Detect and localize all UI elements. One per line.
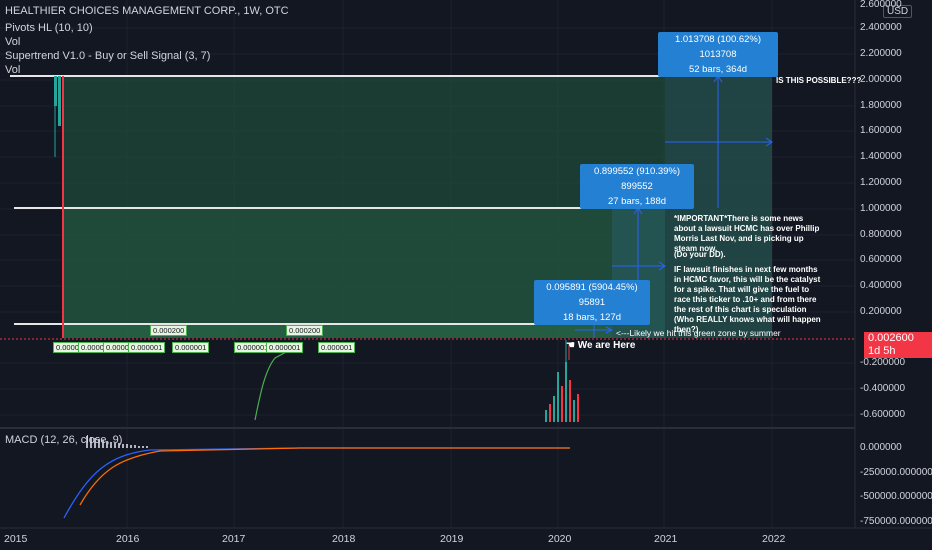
indicator-supertrend[interactable]: Supertrend V1.0 - Buy or Sell Signal (3,… xyxy=(5,50,211,62)
indicator-vol[interactable]: Vol xyxy=(5,36,21,48)
currency-button[interactable]: USD xyxy=(883,5,913,18)
time-axis-label: 2022 xyxy=(762,533,786,545)
macd-histogram xyxy=(86,436,148,448)
pivot-low-label: 0.000001 xyxy=(172,342,210,353)
measure-top-change: 1.013708 (100.62%) 1013708 xyxy=(674,34,762,60)
price-axis-label: 0.400000 xyxy=(860,280,902,291)
price-axis-label: 0.200000 xyxy=(860,306,902,317)
time-axis-label: 2015 xyxy=(4,533,28,545)
price-axis-label: 1.400000 xyxy=(860,151,902,162)
dd-note[interactable]: (Do your DD). xyxy=(674,250,726,259)
macd-axis-label: -750000.000000 xyxy=(860,516,932,527)
we-are-here-label: We are Here xyxy=(577,340,636,351)
price-axis-label: 2.400000 xyxy=(860,22,902,33)
price-axis-label: 2.000000 xyxy=(860,74,902,85)
candle xyxy=(58,76,61,126)
measure-box-mid[interactable]: 0.899552 (910.39%) 899552 27 bars, 188d xyxy=(580,164,694,209)
time-axis-label: 2018 xyxy=(332,533,356,545)
green-zone-note[interactable]: <---Likely we hit this green zone by sum… xyxy=(616,328,781,338)
indicator-pivots[interactable]: Pivots HL (10, 10) xyxy=(5,22,93,34)
last-price-tag: 0.002600 1d 5h xyxy=(864,332,932,358)
pivot-low-label: 0.000001 xyxy=(128,342,166,353)
supertrend-line xyxy=(254,349,291,421)
pivot-low-label: 0.000001 xyxy=(318,342,356,353)
pivot-high-label: 0.000200 xyxy=(286,325,324,336)
signal-line xyxy=(79,447,570,506)
measure-low-bars: 18 bars, 127d xyxy=(562,312,622,323)
last-price: 0.002600 xyxy=(868,332,914,344)
measure-box-low[interactable]: 0.095891 (5904.45%) 95891 18 bars, 127d xyxy=(534,280,650,325)
bar-countdown: 1d 5h xyxy=(868,345,896,357)
price-axis-label: 1.600000 xyxy=(860,125,902,136)
price-axis-label: -0.200000 xyxy=(860,357,906,368)
price-axis-label: 1.800000 xyxy=(860,100,902,111)
time-axis-label: 2020 xyxy=(548,533,572,545)
measure-box-top[interactable]: 1.013708 (100.62%) 1013708 52 bars, 364d xyxy=(658,32,778,77)
pivot-high-label: 0.000200 xyxy=(150,325,188,336)
price-axis-label: 2.200000 xyxy=(860,48,902,59)
macd-axis-label: -250000.000000 xyxy=(860,467,932,478)
price-axis-label: 0.800000 xyxy=(860,229,902,240)
price-axis-label: -0.600000 xyxy=(860,409,906,420)
lawsuit-note[interactable]: IF lawsuit finishes in next few months i… xyxy=(674,265,821,334)
time-axis-label: 2017 xyxy=(222,533,246,545)
measure-mid-bars: 27 bars, 188d xyxy=(607,196,667,207)
recent-candles xyxy=(545,340,579,422)
candle-crash xyxy=(62,76,64,338)
price-axis-label: 1.200000 xyxy=(860,177,902,188)
indicator-vol-2[interactable]: Vol xyxy=(5,64,21,76)
time-axis-label: 2019 xyxy=(440,533,464,545)
possible-note[interactable]: IS THIS POSSIBLE??? xyxy=(776,76,862,85)
measure-top-bars: 52 bars, 364d xyxy=(688,64,748,75)
time-axis-label: 2021 xyxy=(654,533,678,545)
target-zone-small xyxy=(62,324,612,338)
price-axis-label: -0.400000 xyxy=(860,383,906,394)
measure-low-change: 0.095891 (5904.45%) 95891 xyxy=(546,282,638,308)
pivot-low-label: 0.000001 xyxy=(266,342,304,353)
macd-legend[interactable]: MACD (12, 26, close, 9) xyxy=(5,434,123,446)
macd-axis-label: 0.000000 xyxy=(860,442,902,453)
pointer-icon: ☚ xyxy=(566,340,578,351)
important-note[interactable]: *IMPORTANT*There is some news about a la… xyxy=(674,214,820,253)
we-are-here-note[interactable]: ☚ We are Here xyxy=(566,340,635,351)
price-axis-label: 2.600000 xyxy=(860,0,902,10)
macd-line xyxy=(63,447,570,519)
measure-mid-change: 0.899552 (910.39%) 899552 xyxy=(593,166,681,192)
price-axis-label: 0.600000 xyxy=(860,254,902,265)
chart-title: HEALTHIER CHOICES MANAGEMENT CORP., 1W, … xyxy=(5,5,289,17)
measure-arrows xyxy=(575,75,773,338)
price-axis-label: 1.000000 xyxy=(860,203,902,214)
time-axis-label: 2016 xyxy=(116,533,140,545)
macd-axis-label: -500000.000000 xyxy=(860,491,932,502)
